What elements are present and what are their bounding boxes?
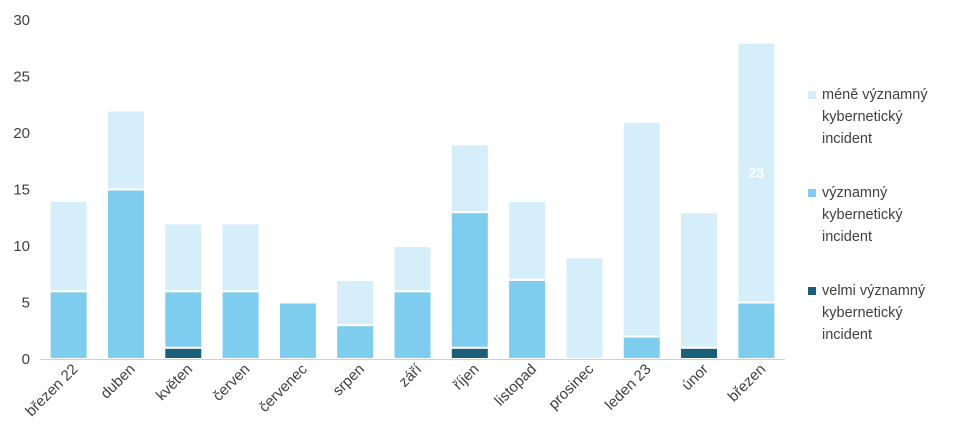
y-tick-label: 20 [13,125,30,142]
x-tick-label: září [396,360,426,390]
x-tick-label: listopad [491,361,540,410]
y-tick-label: 25 [13,69,30,86]
bar-segment [163,222,204,293]
legend-swatch-significant [808,189,816,197]
bars [48,41,777,361]
x-tick-label: červenec [256,360,311,415]
x-axis: březen 22 duben květen červen červenec srpen z… [22,360,769,420]
bar-segment [105,109,146,191]
legend-label-significant: významný kybernetický incident [822,185,903,245]
legend-item-very-significant: velmi významný kybernetický incident [804,280,954,378]
legend-swatch-minor [808,91,816,99]
bar-segment [449,143,490,214]
bar-segment [277,301,318,360]
x-tick-label: květen [153,361,196,404]
legend-label-very-significant: velmi významný kybernetický incident [822,283,926,343]
y-axis: 0 5 10 15 20 25 30 [13,12,30,368]
data-label: 23 [749,165,765,181]
x-tick-label: duben [97,361,139,403]
bar-segment [105,188,146,360]
bar-segment [48,290,89,361]
bar-segment [163,346,204,361]
bar-segment [335,278,376,327]
data-labels: 23 [749,165,765,181]
x-tick-label: červen [210,361,254,405]
x-tick-label: březen [725,361,769,405]
x-tick-label: říjen [450,361,483,394]
bar-segment [679,346,720,361]
legend-item-minor: méně významný kybernetický incident [804,84,954,182]
y-tick-label: 10 [13,238,30,255]
y-tick-label: 0 [22,351,30,368]
bar-segment [449,211,490,349]
bar-segment [449,346,490,361]
bar-segment [621,335,662,360]
y-tick-label: 15 [13,182,30,199]
bar-segment [564,256,605,360]
x-tick-label: srpen [329,361,368,400]
legend-swatch-very-significant [808,287,816,295]
bar-segment [679,211,720,349]
bar-segment [621,120,662,338]
bar-segment [507,278,548,360]
y-tick-label: 5 [22,295,30,312]
legend-label-minor: méně významný kybernetický incident [822,87,928,147]
bar-segment [220,222,261,293]
x-tick-label: březen 22 [22,361,81,420]
x-tick-label: únor [679,361,712,394]
legend: méně významný kybernetický incident význ… [804,84,954,378]
bar-segment [736,301,777,360]
bar-segment [736,41,777,304]
bar-segment [163,290,204,349]
y-tick-label: 30 [13,12,30,29]
bar-segment [507,199,548,281]
x-tick-label: leden 23 [602,361,655,414]
legend-item-significant: významný kybernetický incident [804,182,954,280]
bar-segment [335,324,376,361]
bar-segment [220,290,261,361]
bar-segment [392,245,433,293]
bar-segment [392,290,433,361]
bar-segment [48,199,89,293]
x-tick-label: prosinec [545,360,597,412]
